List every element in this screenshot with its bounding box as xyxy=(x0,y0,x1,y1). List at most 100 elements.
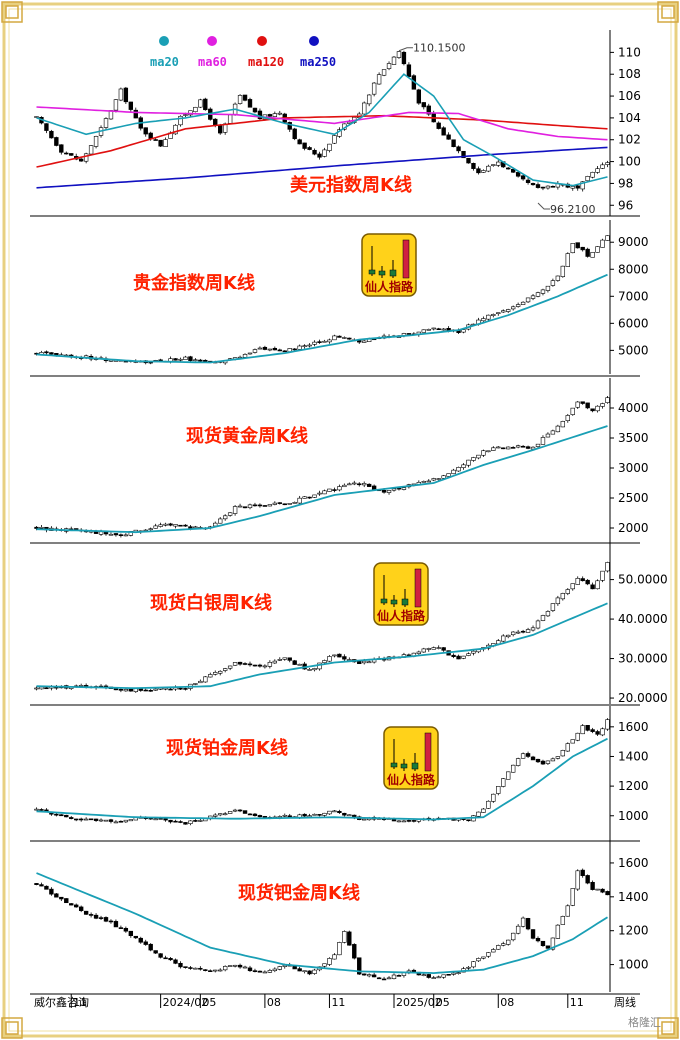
candle xyxy=(510,932,516,942)
candle xyxy=(287,121,292,132)
candle xyxy=(530,294,536,301)
candle xyxy=(173,958,178,965)
candle xyxy=(451,139,456,148)
candle xyxy=(486,314,491,322)
candle xyxy=(282,503,287,506)
ma-line xyxy=(36,425,608,534)
candle xyxy=(501,634,506,643)
candle xyxy=(222,812,228,816)
candle xyxy=(173,524,178,529)
candle xyxy=(595,166,600,174)
candle xyxy=(302,813,307,818)
candle xyxy=(277,965,282,971)
candle xyxy=(347,482,352,486)
candle xyxy=(466,459,471,468)
candle xyxy=(148,689,153,692)
candle xyxy=(163,955,168,960)
candle xyxy=(426,328,431,331)
candle xyxy=(198,966,203,971)
candle xyxy=(327,338,332,344)
candle xyxy=(322,812,327,818)
y-tick-label: 100 xyxy=(618,155,641,169)
candle xyxy=(59,896,64,902)
candle xyxy=(580,576,585,582)
candle xyxy=(456,654,461,660)
candle xyxy=(128,688,134,692)
legend-label: ma20 xyxy=(150,55,179,69)
candle xyxy=(540,614,546,622)
candle xyxy=(218,670,223,676)
ma-line xyxy=(36,872,608,975)
candle xyxy=(436,645,441,650)
panel-title: 现货铂金周K线 xyxy=(166,737,288,759)
candle xyxy=(436,121,441,130)
legend-item-ma120: ma120 xyxy=(248,36,284,69)
candle xyxy=(376,976,382,980)
candle xyxy=(441,328,446,331)
candle xyxy=(213,813,218,818)
candle xyxy=(451,468,456,475)
candle xyxy=(222,514,228,521)
candle xyxy=(416,650,422,656)
candle xyxy=(252,968,258,973)
candle xyxy=(342,812,347,817)
candle xyxy=(178,115,183,127)
ma-line xyxy=(36,273,608,364)
candle xyxy=(252,348,258,354)
candle xyxy=(222,965,228,972)
candle xyxy=(272,111,278,117)
candle xyxy=(118,533,124,538)
candle xyxy=(481,316,486,322)
y-tick-label: 9000 xyxy=(618,235,649,249)
candle xyxy=(441,974,446,979)
candle xyxy=(381,69,387,77)
candle xyxy=(491,446,496,451)
candle xyxy=(545,945,551,949)
candle xyxy=(138,936,143,944)
y-tick-label: 1600 xyxy=(618,720,649,734)
candle xyxy=(510,631,516,637)
candle xyxy=(39,882,44,887)
candle xyxy=(227,811,233,814)
candle xyxy=(123,819,129,823)
candle xyxy=(277,348,282,352)
candle xyxy=(267,660,273,669)
candle xyxy=(595,579,600,590)
candle xyxy=(133,688,138,693)
y-tick-label: 3000 xyxy=(618,461,649,475)
candle xyxy=(54,893,59,898)
candle xyxy=(446,132,451,140)
candle xyxy=(208,969,213,972)
candle xyxy=(545,760,551,766)
candle xyxy=(282,657,287,661)
candle xyxy=(580,868,585,878)
y-tick-label: 1200 xyxy=(618,924,649,938)
candle xyxy=(74,818,79,822)
candle xyxy=(570,243,575,254)
x-tick-label: 05 xyxy=(436,996,450,1009)
ma-line xyxy=(36,602,608,690)
candle xyxy=(113,919,119,928)
candle xyxy=(605,561,610,573)
candle xyxy=(163,137,168,148)
candle xyxy=(595,729,600,737)
candle xyxy=(565,413,570,423)
candle xyxy=(193,967,198,970)
candle xyxy=(411,819,417,823)
candle xyxy=(178,820,183,824)
candle xyxy=(118,925,124,929)
candle xyxy=(515,171,521,178)
candle xyxy=(575,400,580,409)
candle xyxy=(386,61,392,71)
candle xyxy=(476,811,481,818)
candle xyxy=(332,953,337,960)
candle xyxy=(54,813,59,817)
candle xyxy=(520,445,526,448)
candle xyxy=(381,976,387,981)
candle xyxy=(113,99,119,113)
legend-label: ma120 xyxy=(248,55,284,69)
candle xyxy=(64,814,69,818)
candle xyxy=(421,973,426,977)
candle xyxy=(476,957,481,962)
